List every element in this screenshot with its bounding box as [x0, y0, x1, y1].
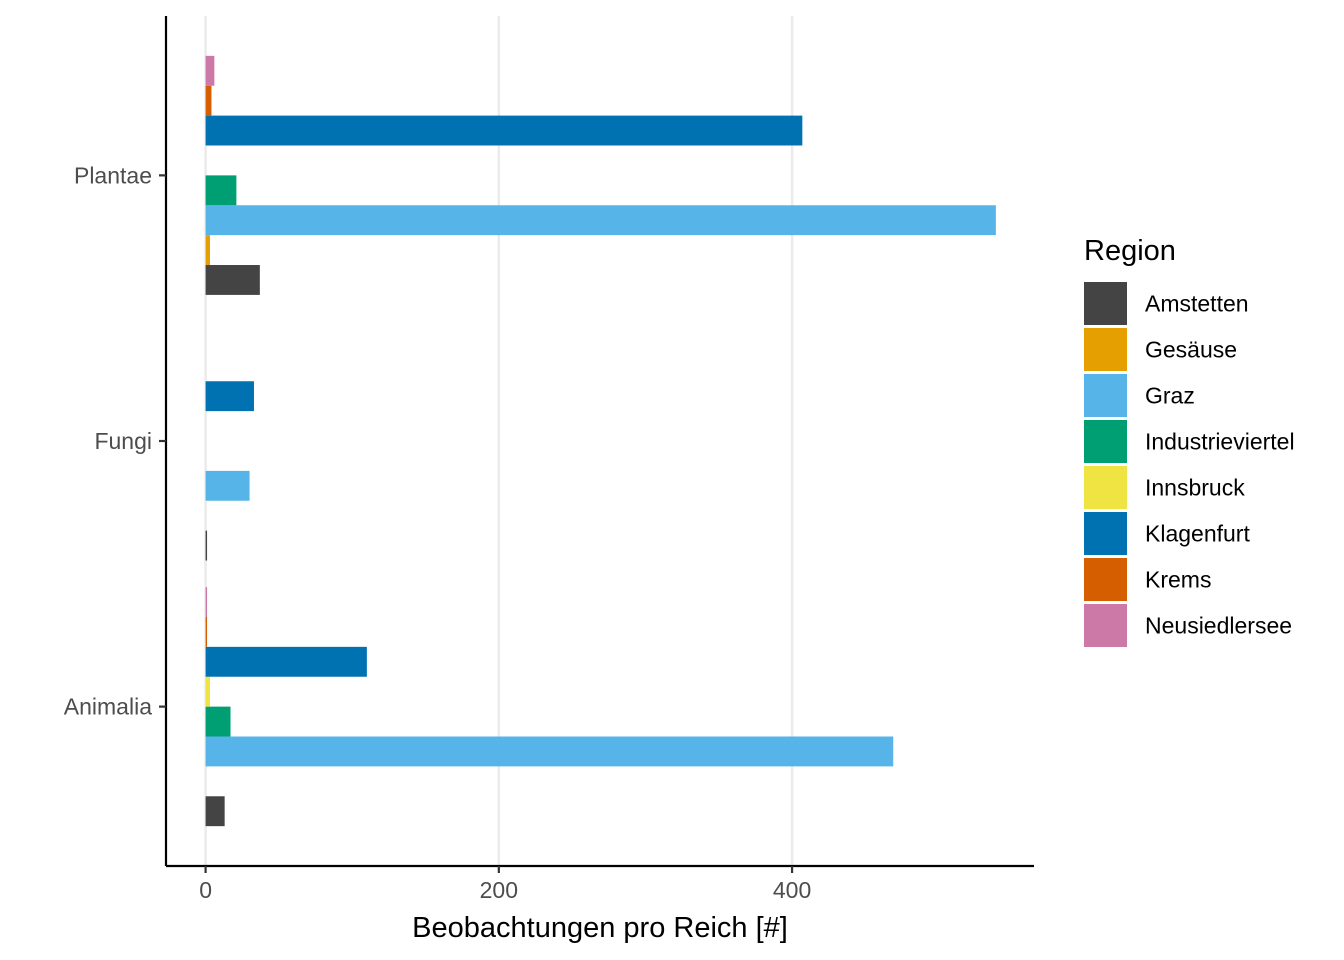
bar-animalia-graz [205, 736, 894, 767]
y-tick-label-fungi: Fungi [94, 428, 152, 454]
legend-key-klagenfurt [1084, 512, 1127, 555]
legend-key-industrieviertel [1084, 420, 1127, 463]
legend-key-ges-use [1084, 328, 1127, 371]
legend-label-krems: Krems [1145, 567, 1211, 593]
bar-animalia-neusiedlersee [205, 587, 208, 617]
legend-key-neusiedlersee [1084, 604, 1127, 647]
x-tick-label-0: 0 [199, 877, 212, 903]
legend-label-klagenfurt: Klagenfurt [1145, 521, 1250, 547]
legend-label-innsbruck: Innsbruck [1145, 475, 1245, 501]
y-tick-label-plantae: Plantae [74, 162, 152, 188]
bar-fungi-graz [205, 470, 250, 501]
legend-key-krems [1084, 558, 1127, 601]
bar-fungi-klagenfurt [205, 381, 254, 412]
legend-label-neusiedlersee: Neusiedlersee [1145, 613, 1292, 639]
legend-label-graz: Graz [1145, 383, 1195, 409]
axis-layer: 0 200 400 Animalia Fungi Plantae [64, 16, 1034, 903]
bar-plantae-graz [205, 205, 996, 236]
x-tick-label-1: 200 [480, 877, 518, 903]
legend-label-ges-use: Gesäuse [1145, 337, 1237, 363]
bar-animalia-klagenfurt [205, 646, 367, 677]
bar-plantae-amstetten [205, 265, 260, 295]
bar-layer [205, 55, 996, 827]
bar-animalia-innsbruck [205, 676, 210, 707]
legend-title: Region [1084, 235, 1176, 267]
legend-label-industrieviertel: Industrieviertel [1145, 429, 1295, 455]
x-axis-title: Beobachtungen pro Reich [#] [412, 912, 788, 944]
bar-plantae-ges-use [205, 235, 210, 266]
legend-key-innsbruck [1084, 466, 1127, 509]
bar-fungi-amstetten [205, 530, 208, 561]
bar-animalia-amstetten [205, 796, 225, 827]
bar-animalia-krems [205, 616, 208, 647]
legend-key-amstetten [1084, 282, 1127, 325]
bar-plantae-industrieviertel [205, 175, 237, 206]
bar-plantae-krems [205, 85, 212, 116]
legend-label-amstetten: Amstetten [1145, 291, 1249, 317]
bar-plantae-klagenfurt [205, 115, 803, 146]
y-tick-label-animalia: Animalia [64, 694, 152, 720]
legend-key-graz [1084, 374, 1127, 417]
x-tick-label-2: 400 [773, 877, 811, 903]
legend: Region Amstetten Gesäuse Graz Industrievier… [1084, 235, 1295, 647]
bar-plantae-neusiedlersee [205, 55, 215, 86]
bar-animalia-industrieviertel [205, 706, 231, 737]
